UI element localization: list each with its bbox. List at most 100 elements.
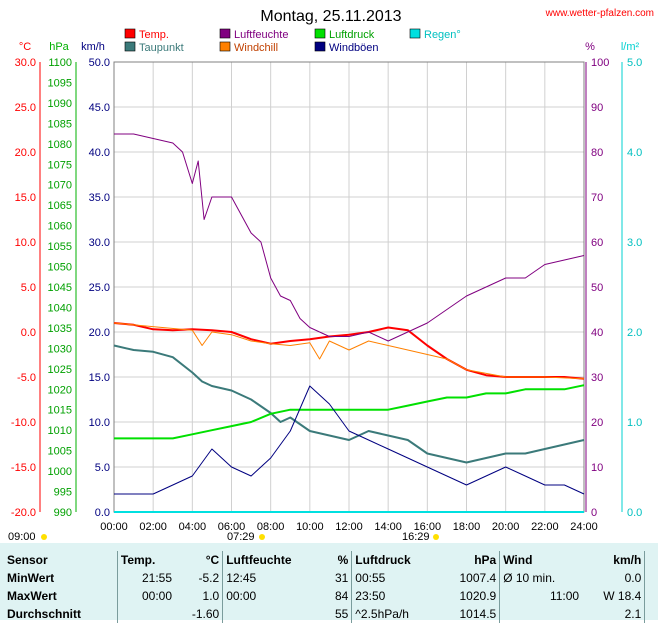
hdr-press: Luftdruck	[351, 551, 439, 569]
cell-spacer	[644, 605, 654, 623]
tick-temp: -20.0	[11, 507, 36, 519]
tick-humidity: 100	[591, 57, 609, 69]
site-link[interactable]: www.wetter-pfalzen.com	[545, 8, 654, 19]
cell: 1.0	[202, 589, 220, 603]
stats-table: Sensor Temp. °C Luftfeuchte % Luftdruck …	[4, 551, 654, 623]
sun-start-icon	[41, 534, 47, 540]
tick-humidity: 90	[591, 102, 603, 114]
tick-rain: 0.0	[627, 507, 642, 519]
legend-label-windchill: Windchill	[234, 42, 278, 54]
tick-wind: 45.0	[89, 102, 110, 114]
stats-panel: Sensor Temp. °C Luftfeuchte % Luftdruck …	[0, 543, 658, 623]
tick-temp: 0.0	[21, 327, 36, 339]
tick-wind: 20.0	[89, 327, 110, 339]
axis-unit-rain: l/m²	[621, 41, 640, 53]
tick-temp: 30.0	[15, 57, 36, 69]
cell	[499, 605, 583, 623]
cell: 23:50	[351, 587, 439, 605]
legend-label-pressure: Luftdruck	[329, 29, 375, 41]
legend-swatch-rain	[409, 28, 421, 39]
sunrise-icon	[259, 534, 265, 540]
tick-pressure: 1015	[48, 405, 72, 417]
tick-pressure: 1100	[48, 57, 72, 69]
tick-wind: 0.0	[95, 507, 110, 519]
tick-humidity: 40	[591, 327, 603, 339]
cell	[116, 605, 176, 623]
tick-pressure: 1030	[48, 343, 72, 355]
tick-x: 24:00	[570, 521, 598, 533]
hdr-humid: Luftfeuchte	[222, 551, 324, 569]
sunrise-label: 07:29	[227, 531, 255, 543]
tick-wind: 15.0	[89, 372, 110, 384]
hdr-wind-unit: km/h	[613, 553, 642, 567]
tick-wind: 50.0	[89, 57, 110, 69]
cell: Ø 10 min.	[499, 569, 583, 587]
cell-spacer	[644, 587, 654, 605]
tick-humidity: 30	[591, 372, 603, 384]
legend-swatch-temp	[124, 28, 136, 39]
series-line-luftdruck	[114, 384, 585, 440]
tick-humidity: 0	[591, 507, 597, 519]
hdr-sensor: Sensor	[7, 553, 48, 567]
chart-title: Montag, 25.11.2013	[260, 8, 401, 25]
legend-label-gust: Windböen	[329, 42, 379, 54]
tick-temp: 20.0	[15, 147, 36, 159]
cell: 00:55	[351, 569, 439, 587]
legend-swatch-dew	[124, 41, 136, 52]
hdr-temp: Temp.	[116, 551, 176, 569]
tick-x: 12:00	[335, 521, 363, 533]
hdr-wind: Wind	[499, 551, 583, 569]
tick-x: 10:00	[296, 521, 324, 533]
cell: 21:55	[116, 569, 176, 587]
cell: W 18.4	[603, 589, 642, 603]
tick-pressure: 1000	[48, 466, 72, 478]
tick-temp: -10.0	[11, 417, 36, 429]
cell: -5.2	[198, 571, 220, 585]
stats-row-max: MaxWert 00:00 1.0 00:00 84 23:50 1020.9 …	[4, 587, 654, 605]
tick-pressure: 1060	[48, 221, 72, 233]
cell: 1020.9	[459, 589, 497, 603]
tick-wind: 30.0	[89, 237, 110, 249]
axis-temp: 30.0 25.0 20.0 15.0 10.0 5.0 0.0 -5.0 -10.0 -15.0…	[11, 57, 36, 519]
legend-label-humid: Luftfeuchte	[234, 29, 288, 41]
tick-pressure: 1045	[48, 282, 72, 294]
tick-rain: 2.0	[627, 327, 642, 339]
legend-swatch-pressure	[314, 28, 326, 39]
tick-pressure: 1035	[48, 323, 72, 335]
stats-row-avg: Durchschnitt -1.60 55 ^2.5hPa/h 1014.5 2…	[4, 605, 654, 623]
tick-x: 02:00	[139, 521, 167, 533]
series-line-windben	[114, 385, 585, 495]
series-line-luftfeuchte	[114, 133, 585, 342]
tick-x: 18:00	[453, 521, 481, 533]
tick-pressure: 1090	[48, 98, 72, 110]
cell: 00:00	[116, 587, 176, 605]
series-layer	[113, 133, 585, 513]
sun-start-label: 09:00	[8, 531, 36, 543]
cell: 2.1	[624, 607, 642, 621]
stats-row-min: MinWert 21:55 -5.2 12:45 31 00:55 1007.4…	[4, 569, 654, 587]
tick-wind: 5.0	[95, 462, 110, 474]
tick-pressure: 990	[54, 507, 72, 519]
cell: -1.60	[191, 607, 220, 621]
tick-x: 08:00	[257, 521, 285, 533]
tick-temp: 25.0	[15, 102, 36, 114]
tick-pressure: 1080	[48, 139, 72, 151]
tick-wind: 10.0	[89, 417, 110, 429]
hdr-press-unit: hPa	[474, 553, 497, 567]
tick-wind: 25.0	[89, 282, 110, 294]
axis-rain: 5.0 4.0 3.0 2.0 1.0 0.0	[627, 57, 642, 519]
tick-pressure: 1070	[48, 180, 72, 192]
axis-wind: 50.0 45.0 40.0 35.0 30.0 25.0 20.0 15.0 10.0 5.0 0…	[89, 57, 110, 519]
tick-x: 14:00	[374, 521, 402, 533]
tick-temp: -15.0	[11, 462, 36, 474]
sun-markers: 09:00 07:29 16:29	[8, 531, 439, 543]
series-line-taupunkt	[113, 344, 585, 464]
weather-chart: Montag, 25.11.2013 www.wetter-pfalzen.co…	[8, 8, 654, 543]
sunset-icon	[433, 534, 439, 540]
tick-temp: 15.0	[15, 192, 36, 204]
cell: 12:45	[222, 569, 324, 587]
tick-wind: 35.0	[89, 192, 110, 204]
cell-spacer	[644, 569, 654, 587]
cell: 1007.4	[459, 571, 497, 585]
cell: 55	[334, 607, 349, 621]
